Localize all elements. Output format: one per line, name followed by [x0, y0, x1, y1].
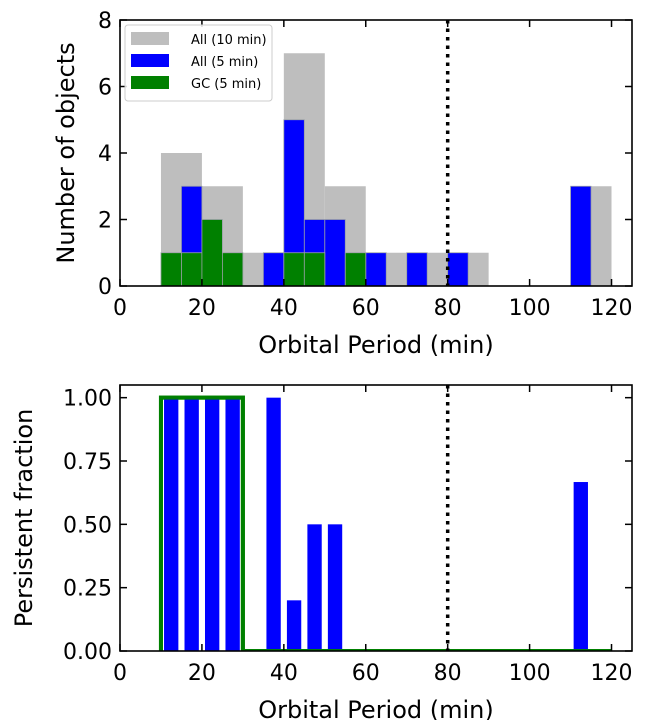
- top-xtick-label-80: 80: [434, 296, 462, 321]
- bar-fraction-112.5: [573, 482, 588, 651]
- bar-all-5-min-40: [283, 119, 305, 286]
- bar-fraction-22.5: [204, 397, 220, 651]
- bar-fraction-52.5: [327, 524, 343, 651]
- bar-all-5-min-60: [365, 252, 387, 286]
- top-panel: 0 20 40 60 80 100 120 0 2 4 6 8 Orbital Period (min)…: [52, 9, 633, 359]
- top-ytick-label-0: 0: [98, 275, 112, 300]
- bar-gc-5-min-20: [201, 219, 223, 286]
- top-ytick-label-4: 4: [98, 142, 112, 167]
- bottom-xtick-label-100: 100: [509, 661, 551, 686]
- bottom-xlabel: Orbital Period (min): [258, 696, 494, 720]
- top-xtick-label-40: 40: [270, 296, 298, 321]
- top-xlabel: Orbital Period (min): [258, 331, 494, 359]
- bar-fraction-47.5: [307, 524, 322, 651]
- legend-swatch-1: [131, 54, 169, 67]
- bar-all-5-min-70: [406, 252, 428, 286]
- bar-fraction-17.5: [184, 397, 199, 651]
- legend-label-1: All (5 min): [191, 55, 258, 70]
- bar-fraction-37.5: [266, 397, 281, 651]
- legend-swatch-0: [131, 32, 169, 45]
- gc-fraction-step-overlay: [158, 395, 612, 651]
- bottom-ytick-label-0.50: 0.50: [63, 513, 112, 538]
- top-legend: All (10 min) All (5 min) GC (5 min): [124, 24, 273, 102]
- bar-fraction-12.5: [164, 397, 179, 651]
- bar-gc-5-min-25: [221, 252, 244, 286]
- bar-fraction-27.5: [225, 397, 240, 651]
- bottom-ytick-label-0.00: 0.00: [63, 640, 112, 665]
- bar-gc-5-min-15: [181, 252, 203, 286]
- bottom-ylabel: Persistent fraction: [10, 409, 38, 628]
- legend-swatch-2: [131, 76, 169, 89]
- bottom-xtick-label-80: 80: [434, 661, 462, 686]
- bottom-ytick-label-1.00: 1.00: [63, 387, 112, 412]
- bottom-xtick-label-40: 40: [270, 661, 298, 686]
- bottom-plot-area: [158, 395, 612, 651]
- bottom-ytick-label-0.25: 0.25: [63, 577, 112, 602]
- top-ylabel: Number of objects: [52, 42, 80, 263]
- top-xtick-label-0: 0: [113, 296, 127, 321]
- top-plot-area: [160, 53, 612, 286]
- legend-label-0: All (10 min): [191, 33, 267, 48]
- bar-all-5-min-35: [262, 252, 285, 286]
- bar-fraction-42.5: [286, 600, 302, 651]
- bar-gc-5-min-10: [160, 252, 182, 286]
- legend-label-2: GC (5 min): [191, 77, 261, 92]
- top-ytick-label-8: 8: [98, 9, 112, 34]
- top-xtick-label-20: 20: [188, 296, 216, 321]
- bottom-xtick-label-0: 0: [113, 661, 127, 686]
- bar-all-5-min-50: [324, 219, 346, 286]
- bar-gc-5-min-45: [303, 252, 326, 286]
- bottom-xtick-label-120: 120: [591, 661, 633, 686]
- bottom-axes-frame: [119, 384, 633, 652]
- top-xtick-label-100: 100: [509, 296, 551, 321]
- top-ytick-label-2: 2: [98, 209, 112, 234]
- bar-gc-5-min-40: [283, 252, 305, 286]
- top-ytick-label-6: 6: [98, 76, 112, 101]
- bar-all-5-min-110: [570, 185, 592, 286]
- bottom-xtick-label-60: 60: [352, 661, 380, 686]
- bar-all-5-min-80: [447, 252, 469, 286]
- top-xtick-label-60: 60: [352, 296, 380, 321]
- top-xtick-label-120: 120: [591, 296, 633, 321]
- bottom-ytick-label-0.75: 0.75: [63, 450, 112, 475]
- bottom-panel: 0 20 40 60 80 100 120 0.00 0.25 0.50 0.75 1.00 Orbit…: [10, 384, 633, 720]
- bar-gc-5-min-55: [344, 252, 367, 286]
- bottom-xtick-label-20: 20: [188, 661, 216, 686]
